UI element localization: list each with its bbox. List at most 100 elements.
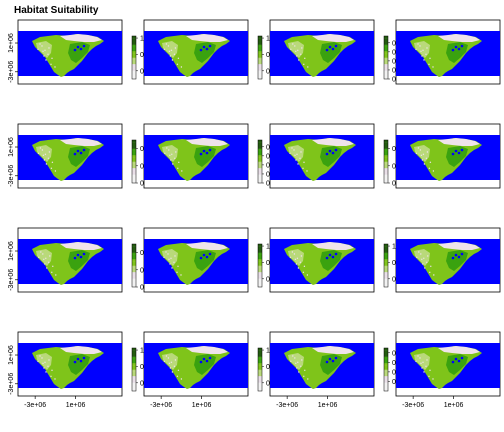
sparse-point [55,274,57,276]
legend-swatch [384,350,388,353]
legend-swatch [258,44,262,47]
sparse-point [176,63,179,65]
legend-swatch [384,254,388,258]
sparse-point [180,378,183,380]
x-tick-label: -3e+06 [402,402,424,409]
legend-swatch [258,358,262,362]
legend-swatch [258,267,262,270]
legend-swatch [384,142,388,145]
legend-swatch [258,261,262,264]
legend-swatch [384,358,388,362]
sparse-point [54,378,56,380]
lake-mark [205,151,209,155]
sparse-point [427,255,429,257]
high-suitability-area [68,354,90,375]
legend-swatch [384,51,388,54]
legend-swatch [384,68,388,71]
sparse-point [298,59,300,61]
sparse-point [165,251,167,253]
sparse-point [418,251,420,253]
legend-swatch [258,157,262,160]
legend-swatch [258,163,262,166]
legend-swatch [258,284,262,288]
sparse-point [169,55,172,57]
lake-mark [208,148,212,152]
legend-swatch [258,76,262,80]
figure-title: Habitat Suitability [14,5,99,16]
sparse-point [44,361,46,363]
legend-swatch [384,278,388,281]
sparse-point [423,163,426,165]
sparse-point [292,43,294,45]
sparse-point [291,147,293,149]
legend-swatch [132,152,136,156]
sparse-point [171,59,174,61]
sparse-point [290,48,292,50]
lake-mark [334,44,338,48]
sparse-point [294,154,296,156]
sparse-point [297,267,300,269]
legend-swatch [258,369,262,372]
sparse-point [163,360,166,362]
legend-swatch [132,367,136,370]
legend-swatch [132,61,136,65]
x-tick-label: 1e+06 [318,402,338,409]
sparse-point [176,375,179,377]
y-tick-label: -3e+06 [8,269,15,291]
sparse-point [43,258,45,260]
sparse-point [174,255,176,257]
sparse-point [422,263,424,265]
legend-swatch [132,142,136,145]
high-suitability-area [446,250,468,271]
sparse-point [417,43,419,45]
sparse-point [42,253,44,255]
legend-swatch [132,180,136,184]
lake-mark [199,48,203,52]
y-tick-label: 1e+06 [8,345,15,365]
low-suitability-area [162,145,178,162]
legend-swatch [132,256,136,260]
sparse-point [298,371,300,373]
legend-swatch [384,246,388,249]
sparse-point [426,359,428,361]
legend-swatch [132,252,136,255]
legend-swatch [384,248,388,251]
legend-swatch [258,252,262,255]
legend-swatch [384,256,388,260]
legend-swatch [132,55,136,58]
legend-swatch [132,269,136,273]
sparse-point [47,365,49,367]
legend-swatch [384,259,388,262]
sparse-point [41,45,43,47]
legend-swatch [258,180,262,184]
legend-swatch [258,172,262,175]
lake-mark [454,45,458,49]
sparse-point [50,375,52,377]
legend-swatch [384,170,388,173]
sparse-point [173,261,175,263]
lake-mark [76,357,80,361]
legend-swatch [384,140,388,143]
legend-swatch [384,38,388,41]
legend-swatch [132,38,136,41]
legend-swatch [384,174,388,177]
legend-swatch [258,250,262,253]
lake-mark [82,44,86,48]
map-panel: 0.00.20.40.60.8 [143,123,276,189]
sparse-point [301,359,303,361]
legend-swatch [384,72,388,75]
sparse-point [290,360,292,362]
lake-mark [334,148,338,152]
legend-swatch [132,282,136,286]
lake-mark [79,47,83,51]
sparse-point [429,369,431,371]
legend-swatch [384,66,388,69]
sparse-point [44,49,46,51]
sparse-point [421,159,424,161]
